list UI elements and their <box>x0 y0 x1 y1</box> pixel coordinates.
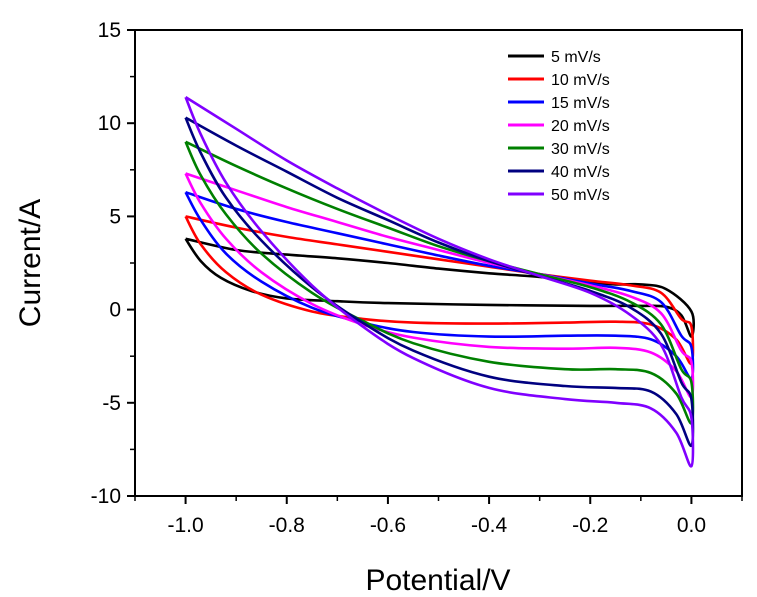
y-tick-label: -10 <box>91 485 121 508</box>
legend: 5 mV/s 10 mV/s 15 mV/s 20 mV/s 30 mV/s 40 mV/… <box>508 49 610 204</box>
y-tick-label: 15 <box>98 19 121 42</box>
legend-label: 30 mV/s <box>551 141 610 158</box>
legend-label: 40 mV/s <box>551 164 610 181</box>
legend-label: 20 mV/s <box>551 118 610 135</box>
x-tick-label: -0.8 <box>269 514 305 537</box>
legend-label: 5 mV/s <box>551 49 601 66</box>
y-tick-label: -5 <box>102 392 121 415</box>
legend-label: 50 mV/s <box>551 187 610 204</box>
y-tick-label: 5 <box>109 205 121 228</box>
x-tick-label: -1.0 <box>167 514 203 537</box>
y-tick-label: 10 <box>98 112 121 135</box>
series-curve-6 <box>184 96 695 468</box>
y-tick-label: 0 <box>109 299 121 322</box>
y-axis-title: Current/A <box>14 199 47 327</box>
x-tick-label: 0.0 <box>677 514 706 537</box>
x-axis: -1.0 -0.8 -0.6 -0.4 -0.2 0.0 <box>134 496 743 537</box>
x-tick-label: -0.6 <box>370 514 406 537</box>
y-axis: -10 -5 0 5 10 15 <box>91 19 135 508</box>
x-tick-label: -0.2 <box>572 514 608 537</box>
legend-label: 10 mV/s <box>551 72 610 89</box>
curve-layer <box>184 96 695 468</box>
legend-label: 15 mV/s <box>551 95 610 112</box>
x-axis-title: Potential/V <box>365 564 510 597</box>
plot-frame <box>134 29 743 497</box>
x-tick-label: -0.4 <box>471 514 508 537</box>
